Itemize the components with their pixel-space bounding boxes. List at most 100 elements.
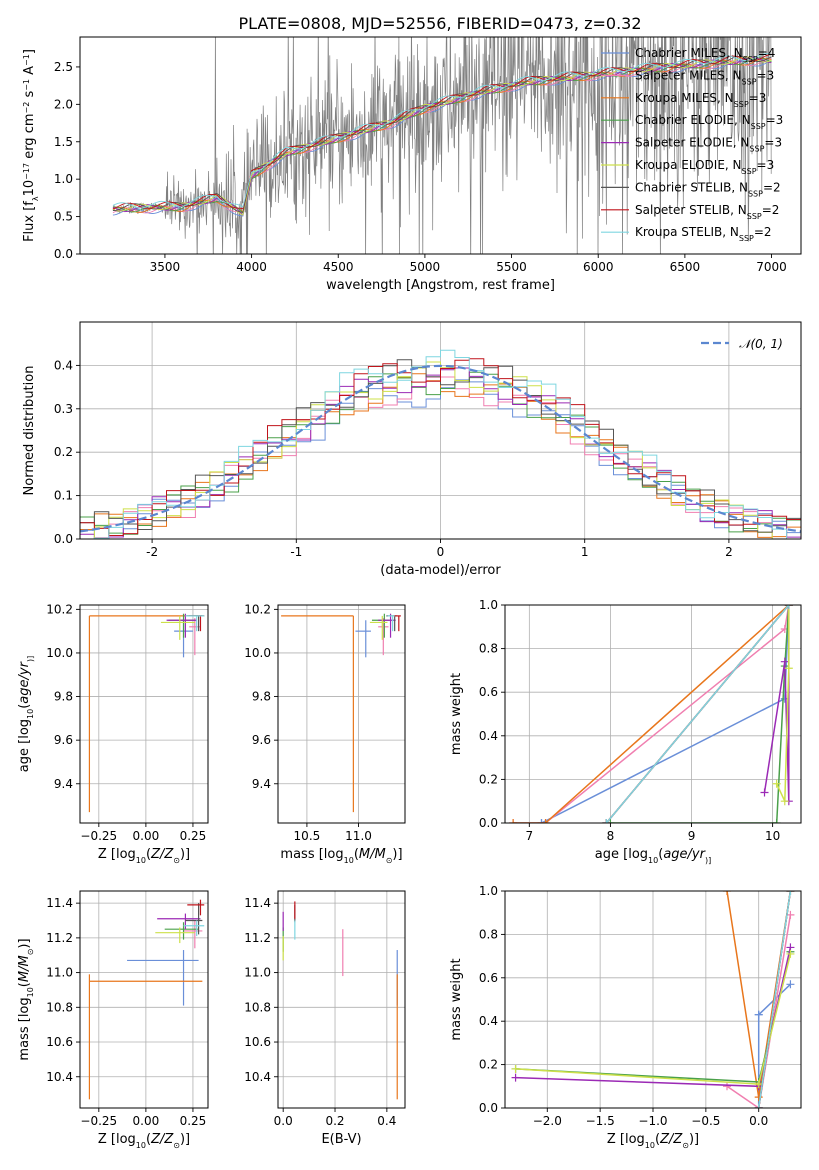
mass-vs-EBV-plot-area xyxy=(282,901,398,1100)
data-point xyxy=(371,613,390,638)
mass-vs-Z-xtick-label: 0.25 xyxy=(180,1114,207,1128)
mass-weight-marker xyxy=(784,605,793,609)
spectrum-frame xyxy=(79,36,802,255)
age-vs-Z-ytick-label: 9.6 xyxy=(54,733,73,747)
panel-age-vs-Z: −0.25 0.00 0.25 9.4 9.6 9.8 10.0 10.2 Z [log10(Z… xyxy=(17,602,209,865)
legend-entry: Chabrier STELIB, NSSP=2 xyxy=(635,180,781,198)
mass-weight-marker xyxy=(754,1080,763,1089)
mass-weight-marker xyxy=(786,949,795,958)
mass-weight-line xyxy=(513,605,790,823)
spectrum-model-line xyxy=(112,55,772,213)
data-point xyxy=(386,615,397,632)
spectrum-xlabel: wavelength [Angstrom, rest frame] xyxy=(326,278,555,293)
age-vs-Z-ytick-label: 10.0 xyxy=(46,646,73,660)
data-point xyxy=(393,615,401,632)
massweight-vs-Z-ytick-label: 0.8 xyxy=(479,927,498,941)
residuals-xtick-label: 1 xyxy=(581,545,589,559)
spectrum-xtick-label: 5000 xyxy=(410,260,441,274)
massweight-vs-Z-ytick-label: 0.6 xyxy=(479,971,498,985)
legend-entry: Kroupa STELIB, NSSP=2 xyxy=(635,225,772,243)
mass-vs-EBV-ytick-label: 11.0 xyxy=(244,966,271,980)
residuals-ytick-label: 0.2 xyxy=(54,445,73,459)
mass-vs-EBV-ytick-label: 10.8 xyxy=(244,1000,271,1014)
mass-weight-marker xyxy=(786,910,795,919)
massweight-vs-Z-ytick-label: 0.2 xyxy=(479,1058,498,1072)
age-vs-Z-xlabel: Z [log10(Z/Z⊙)] xyxy=(98,847,190,865)
mass-weight-marker xyxy=(780,797,789,806)
massweight-vs-Z-xtick-label: −2.0 xyxy=(533,1114,562,1128)
residuals-plot-area xyxy=(80,349,801,539)
data-point xyxy=(157,913,201,930)
spectrum-ylabel: Flux [fλ10−17 erg cm−2 s−1 A−1] xyxy=(22,49,40,242)
spectrum-xtick-label: 4500 xyxy=(323,260,354,274)
massweight-vs-age-ytick-label: 0.4 xyxy=(479,729,498,743)
mass-vs-EBV-ytick-label: 10.4 xyxy=(244,1070,271,1084)
age-vs-Z-frame xyxy=(79,604,209,824)
mass-weight-line xyxy=(610,605,790,823)
age-vs-mass-xtick-label: 11.0 xyxy=(345,829,372,843)
massweight-vs-Z-plot-area xyxy=(511,891,795,1108)
spectrum-model-line xyxy=(112,60,772,217)
residuals-ytick-label: 0.4 xyxy=(54,358,73,372)
age-vs-mass-ytick-label: 10.2 xyxy=(244,602,271,616)
mass-vs-EBV-xlabel: E(B-V) xyxy=(321,1132,361,1147)
spectrum-plot-area xyxy=(112,37,772,254)
residual-histogram xyxy=(80,349,801,539)
data-point xyxy=(185,903,203,935)
residuals-legend: 𝒩(0, 1) xyxy=(701,337,783,351)
data-point xyxy=(127,950,199,1006)
massweight-vs-age-xtick-label: 7 xyxy=(526,829,534,843)
mass-weight-marker xyxy=(780,657,789,666)
mass-vs-Z-ylabel: mass [log10(M/M⊙)] xyxy=(17,938,35,1060)
mass-vs-EBV-ytick-label: 11.2 xyxy=(244,931,271,945)
mass-weight-marker xyxy=(537,819,546,823)
age-vs-mass-ytick-label: 10.0 xyxy=(244,646,271,660)
data-point xyxy=(168,613,195,638)
panel-mass-vs-EBV: 0.0 0.2 0.4 10.4 10.6 10.8 11.0 11.2 11.4 E(B-V) xyxy=(244,890,406,1147)
mass-weight-marker xyxy=(786,891,795,895)
spectrum-ytick-label: 1.5 xyxy=(54,135,73,149)
massweight-vs-Z-ytick-label: 0.0 xyxy=(479,1101,498,1115)
massweight-vs-age-xtick-label: 8 xyxy=(607,829,615,843)
spectrum-xtick-label: 6500 xyxy=(670,260,701,274)
massweight-vs-age-frame xyxy=(504,604,802,824)
residuals-ylabel: Normed distribution xyxy=(22,366,37,496)
massweight-vs-Z-xtick-label: −0.5 xyxy=(691,1114,720,1128)
spectrum-legend: Chabrier MILES, NSSP=4 Salpeter MILES, NS… xyxy=(601,46,783,243)
mass-weight-marker xyxy=(602,819,611,823)
panel-residuals: -2 -1 0 1 2 0.0 0.1 0.2 0.3 0.4 (data-model)/error… xyxy=(22,321,802,578)
spectrum-xtick-label: 6000 xyxy=(583,260,614,274)
mass-vs-EBV-ytick-label: 11.4 xyxy=(244,896,271,910)
legend-entry: Salpeter ELODIE, NSSP=3 xyxy=(635,136,782,154)
data-point xyxy=(88,974,203,1100)
spectrum-data-line xyxy=(112,37,772,254)
mass-weight-marker xyxy=(511,1064,520,1073)
massweight-vs-Z-ytick-label: 0.4 xyxy=(479,1014,498,1028)
massweight-vs-Z-ytick-label: 1.0 xyxy=(479,884,498,898)
massweight-vs-age-xtick-label: 10 xyxy=(765,829,780,843)
mass-weight-line xyxy=(726,914,792,1108)
mass-vs-Z-ytick-label: 10.4 xyxy=(46,1070,73,1084)
residuals-xtick-label: -2 xyxy=(146,545,158,559)
data-point xyxy=(160,615,195,640)
mass-weight-marker xyxy=(754,1104,763,1108)
residuals-xtick-label: 2 xyxy=(725,545,733,559)
age-vs-Z-xtick-label: 0.25 xyxy=(180,829,207,843)
massweight-vs-Z-ylabel: mass weight xyxy=(449,958,464,1040)
massweight-vs-age-ylabel: mass weight xyxy=(449,673,464,755)
legend-entry: Kroupa MILES, NSSP=3 xyxy=(635,91,766,109)
age-vs-mass-xlabel: mass [log10(M/M⊙)] xyxy=(280,847,402,865)
residuals-xtick-label: 0 xyxy=(437,545,445,559)
legend-entry: Chabrier ELODIE, NSSP=3 xyxy=(635,113,783,131)
age-vs-mass-frame xyxy=(277,604,406,824)
massweight-vs-age-xtick-label: 9 xyxy=(688,829,696,843)
age-vs-Z-ytick-label: 9.8 xyxy=(54,690,73,704)
mass-weight-line xyxy=(513,605,790,823)
spectrum-ytick-label: 2.0 xyxy=(54,97,73,111)
age-vs-mass-ytick-label: 9.4 xyxy=(252,777,271,791)
data-point xyxy=(166,613,197,638)
age-vs-Z-ytick-label: 10.2 xyxy=(46,602,73,616)
mass-weight-marker xyxy=(723,1082,731,1091)
mass-weight-marker xyxy=(786,980,795,989)
panel-age-vs-mass: 10.5 11.0 9.4 9.6 9.8 10.0 10.2 mass [log10(M/M… xyxy=(244,602,406,865)
